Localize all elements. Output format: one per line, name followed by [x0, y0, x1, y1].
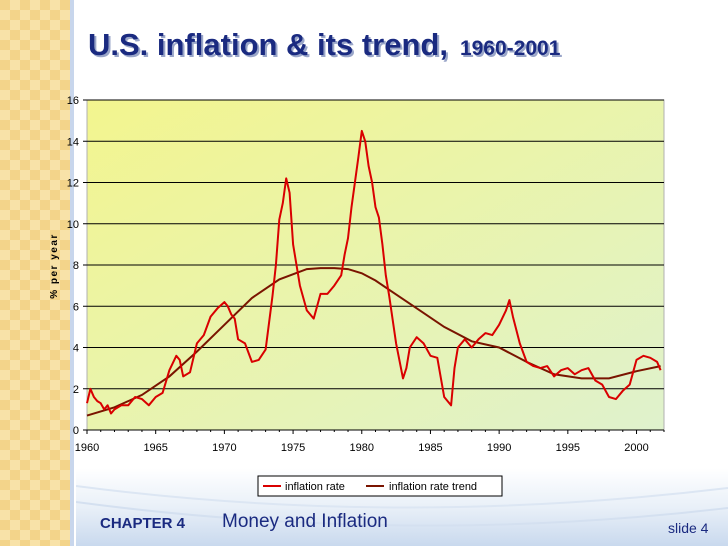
y-tick-label: 14	[67, 136, 79, 148]
y-tick-labels: 0 2 4 6 8 10 12 14 16	[67, 95, 79, 437]
title-years: 1960-2001	[459, 37, 561, 60]
slide-number: slide 4	[668, 520, 709, 536]
gridlines	[83, 99, 665, 434]
decorative-left-strip	[0, 0, 76, 546]
x-tick-label: 1995	[556, 442, 580, 454]
y-tick-label: 2	[73, 384, 79, 396]
title-main: U.S. inflation & its trend,	[88, 27, 448, 62]
x-tick-label: 1965	[143, 442, 167, 454]
x-tick-label: 1960	[75, 442, 99, 454]
x-tick-labels: 1960 1965 1970 1975 1980 1985 1990 1995 2000	[75, 442, 649, 454]
trend-line	[86, 267, 661, 417]
legend-label-trend: inflation rate trend	[389, 481, 477, 493]
y-tick-label: 12	[67, 178, 79, 190]
y-tick-label: 16	[67, 95, 79, 107]
y-tick-label: 4	[73, 343, 79, 355]
chapter-label: CHAPTER 4	[100, 515, 186, 532]
x-tick-label: 1985	[418, 442, 442, 454]
legend-label-inflation: inflation rate	[285, 481, 345, 493]
y-tick-label: 10	[67, 219, 79, 231]
slide-title: U.S. inflation & its trend, 1960-2001	[88, 26, 560, 63]
legend: inflation rate inflation rate trend	[257, 475, 503, 497]
x-tick-label: 1970	[212, 442, 236, 454]
x-tick-label: 2000	[624, 442, 648, 454]
inflation-line	[86, 129, 662, 415]
x-tick-label: 1975	[281, 442, 305, 454]
x-tick-label: 1980	[350, 442, 374, 454]
y-tick-label: 6	[73, 301, 79, 313]
y-axis-label: % per year	[49, 233, 60, 299]
x-tick-label: 1990	[487, 442, 511, 454]
chapter-subject: Money and Inflation	[222, 511, 388, 532]
y-tick-label: 8	[73, 260, 79, 272]
y-tick-label: 0	[73, 425, 79, 437]
